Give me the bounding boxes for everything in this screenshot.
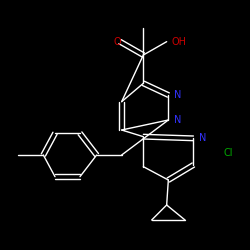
Text: N: N [174,90,182,100]
Text: O: O [113,37,121,47]
Text: N: N [174,115,182,125]
Text: OH: OH [172,37,187,47]
Text: N: N [199,133,207,143]
Text: Cl: Cl [223,148,233,158]
